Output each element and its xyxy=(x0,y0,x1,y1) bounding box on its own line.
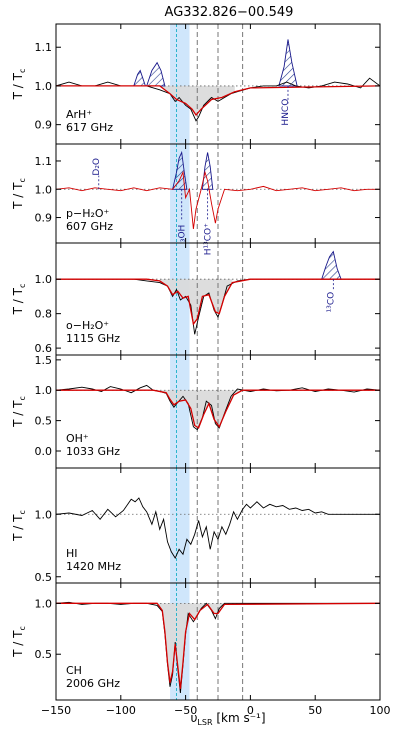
y-tick-label: 0.0 xyxy=(35,445,53,458)
line-label: H¹³CO⁺ xyxy=(204,223,214,255)
model-line xyxy=(56,278,380,326)
species-label: HI xyxy=(66,547,78,560)
model-line xyxy=(56,85,380,117)
velocity-band xyxy=(170,144,190,243)
frequency-label: 1115 GHz xyxy=(66,332,120,345)
panel-arh: HNCO 0.9 1.0 1.1 ArH⁺617 GHz T / Tc xyxy=(11,23,381,145)
x-axis-label: υLSR [km s⁻¹] xyxy=(190,711,265,727)
species-label: ArH⁺ xyxy=(66,108,92,121)
y-tick-label: 1.1 xyxy=(35,155,53,168)
y-tick-label: 0.6 xyxy=(35,342,53,355)
hatched-contaminant xyxy=(133,69,147,87)
absorption-shade xyxy=(159,279,233,324)
species-label: o−H₂O⁺ xyxy=(66,319,109,332)
x-axis: −150 −100 −50 0 50 100 xyxy=(41,704,391,717)
frequency-label: 617 GHz xyxy=(66,121,113,134)
hatched-contaminant xyxy=(172,150,188,190)
y-axis-label: T / Tc xyxy=(11,510,27,542)
y-tick-label: 1.0 xyxy=(35,80,53,93)
y-axis-label: T / Tc xyxy=(11,626,27,658)
velocity-band xyxy=(170,355,190,468)
y-axis-label: T / Tc xyxy=(11,396,27,428)
absorption-shade xyxy=(157,603,225,689)
y-tick-label: 1.0 xyxy=(35,597,53,610)
hatched-contaminant xyxy=(278,39,298,87)
absorption-shade xyxy=(153,390,243,428)
y-axis-label: T / Tc xyxy=(11,284,27,316)
x-tick-label: −150 xyxy=(41,704,71,717)
y-tick-label: 0.5 xyxy=(35,415,53,428)
y-tick-label: 0.5 xyxy=(35,571,53,584)
velocity-band xyxy=(170,468,190,583)
hatched-contaminant xyxy=(321,250,342,280)
y-tick-label: 1.0 xyxy=(35,508,53,521)
panel-ph2o: CH₃OH H¹³CO⁺ D₂O 0.9 1.0 1.1 p−H₂O⁺607 GHz T / … xyxy=(11,143,381,256)
line-label: CH₃OH xyxy=(178,225,188,256)
panel-ohp: 0.0 0.5 1.0 1.5 OH⁺1033 GHz T / Tc xyxy=(11,354,381,469)
species-label: CH xyxy=(66,664,82,677)
x-tick-label: 100 xyxy=(370,704,391,717)
frequency-label: 2006 GHz xyxy=(66,677,120,690)
y-tick-label: 0.8 xyxy=(35,308,53,321)
x-tick-label: 50 xyxy=(308,704,322,717)
spectrum-line xyxy=(56,170,380,229)
y-tick-label: 0.9 xyxy=(35,212,53,225)
chart-title: AG332.826−00.549 xyxy=(165,5,294,20)
y-axis-label: T / Tc xyxy=(11,178,27,210)
panel-frame xyxy=(55,582,381,701)
hatched-contaminant xyxy=(146,61,166,87)
line-label: D₂O xyxy=(92,158,102,176)
line-label: ¹³CO xyxy=(326,292,336,313)
hatched-contaminant xyxy=(201,152,214,190)
y-tick-label: 1.1 xyxy=(35,41,53,54)
line-label: HNCO xyxy=(281,99,291,126)
model-line xyxy=(56,602,380,689)
velocity-band xyxy=(170,24,190,144)
y-tick-label: 1.0 xyxy=(35,273,53,286)
y-tick-label: 0.9 xyxy=(35,119,53,132)
frequency-label: 607 GHz xyxy=(66,220,113,233)
y-axis-label: T / Tc xyxy=(11,69,27,101)
species-label: OH⁺ xyxy=(66,432,89,445)
y-tick-label: 1.0 xyxy=(35,183,53,196)
frequency-label: 1033 GHz xyxy=(66,445,120,458)
panel-oh2o: ¹³CO 0.6 0.8 1.0 o−H₂O⁺1115 GHz T / Tc xyxy=(11,242,381,356)
y-tick-label: 1.0 xyxy=(35,384,53,397)
frequency-label: 1420 MHz xyxy=(66,560,121,573)
x-tick-label: 0 xyxy=(247,704,254,717)
spectrum-line xyxy=(56,497,380,559)
y-tick-label: 1.5 xyxy=(35,354,53,367)
x-tick-label: −50 xyxy=(174,704,197,717)
x-tick-label: −100 xyxy=(106,704,136,717)
model-line xyxy=(56,389,380,429)
y-tick-label: 0.5 xyxy=(35,648,53,661)
species-label: p−H₂O⁺ xyxy=(66,207,110,220)
panels: HNCO 0.9 1.0 1.1 ArH⁺617 GHz T / Tc CH₃OH H¹³CO… xyxy=(11,23,381,701)
